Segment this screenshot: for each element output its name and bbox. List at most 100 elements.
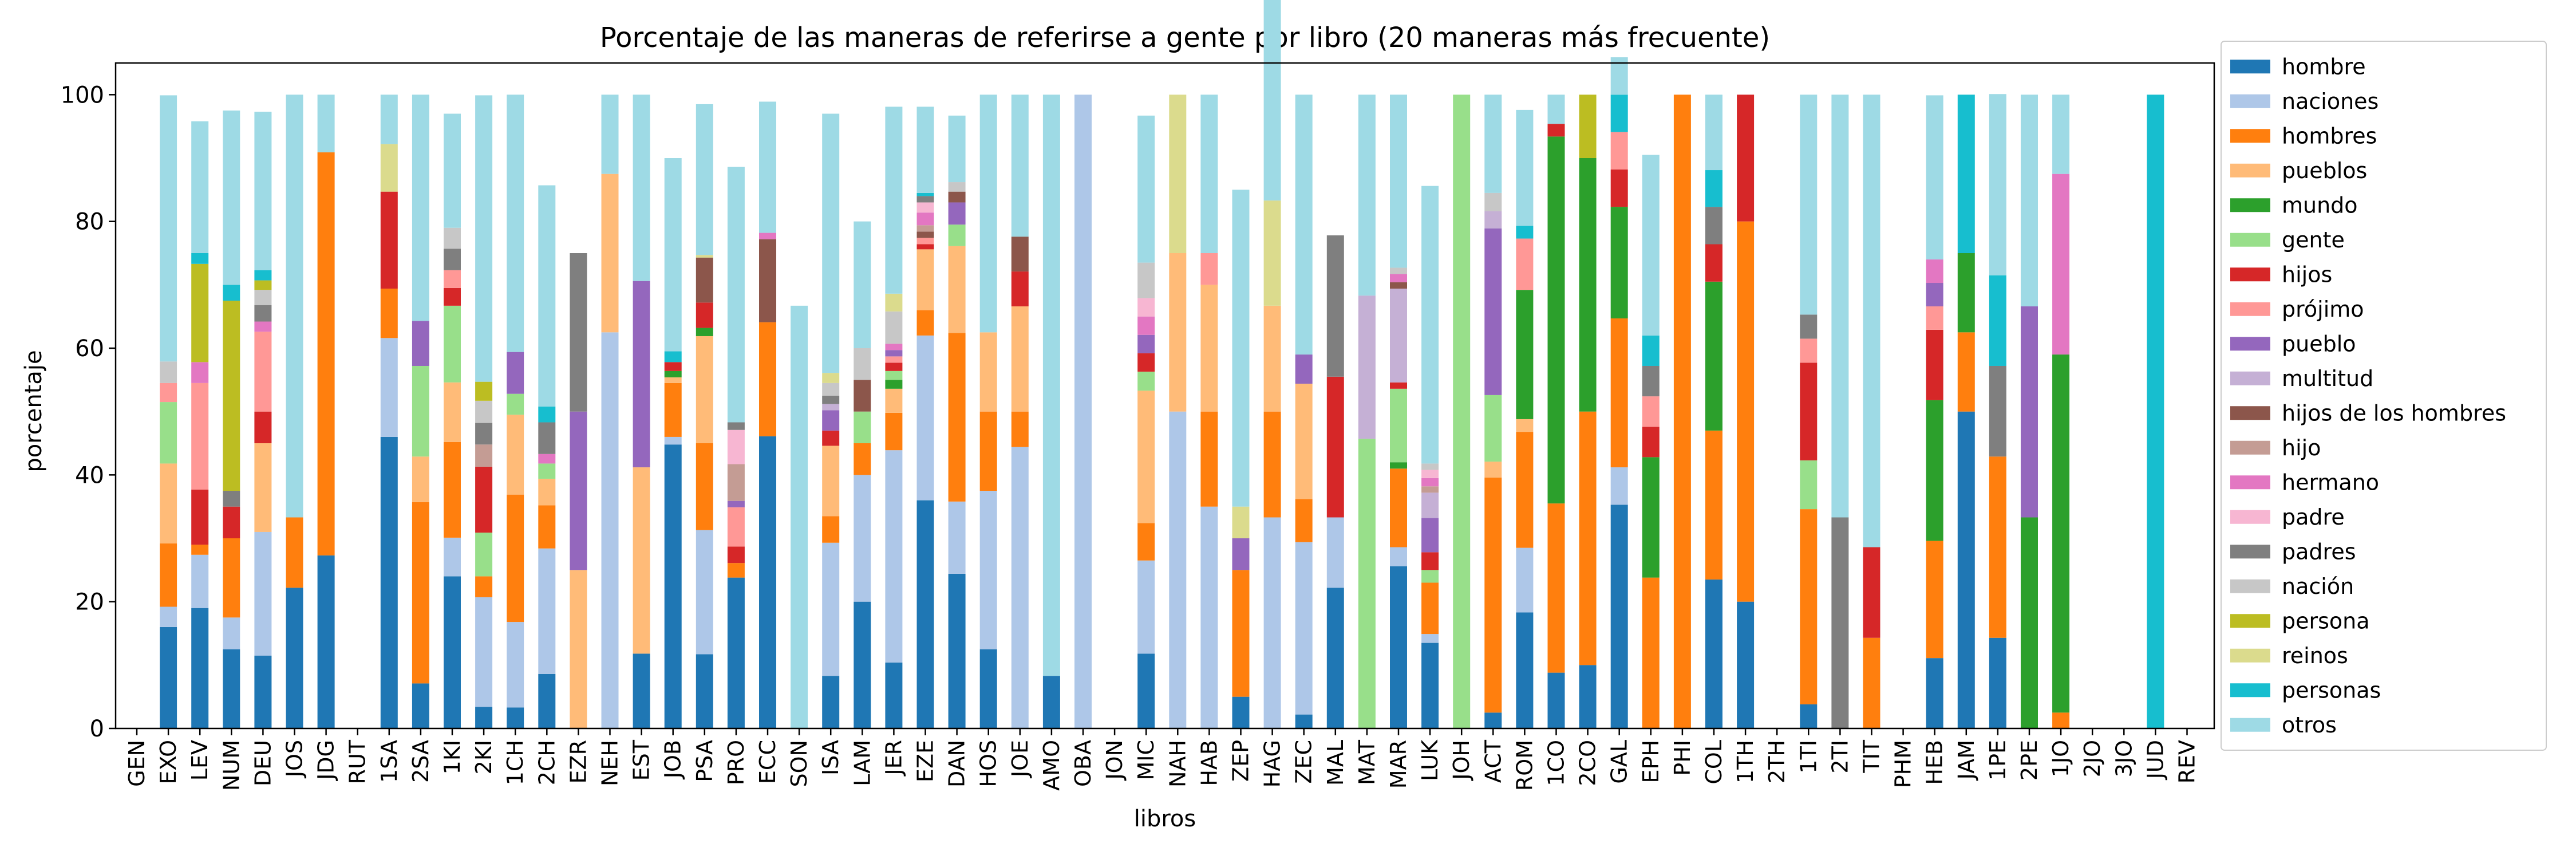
legend-swatch — [2230, 475, 2270, 490]
legend-label: hijos de los hombres — [2282, 400, 2506, 425]
bar-segment — [664, 371, 682, 377]
legend-swatch — [2230, 129, 2270, 143]
bar-segment — [507, 622, 524, 708]
bar-segment — [885, 380, 903, 389]
bar-segment — [948, 115, 966, 183]
bar-segment — [948, 573, 966, 728]
bar-segment — [1200, 253, 1218, 285]
x-tick-label: JOS — [282, 740, 307, 778]
bar-segment — [854, 411, 871, 443]
bar-segment — [254, 321, 272, 332]
x-tick-label: 2SA — [408, 740, 433, 783]
bar-segment — [1547, 672, 1565, 728]
bar-segment — [1326, 235, 1344, 377]
bar-segment — [948, 182, 966, 192]
bar-segment — [286, 94, 303, 518]
bar-segment — [1390, 282, 1407, 289]
bar-segment — [191, 121, 209, 253]
bar-segment — [475, 597, 493, 707]
bar-segment — [475, 533, 493, 577]
bar-segment — [1390, 274, 1407, 282]
bar-segment — [664, 158, 682, 352]
bar-segment — [664, 377, 682, 383]
bar-segment — [633, 281, 650, 468]
x-tick-label: 2PE — [2017, 740, 2042, 781]
x-tick-label: MAL — [1323, 740, 1348, 786]
bar-segment — [885, 350, 903, 357]
bar-segment — [1737, 221, 1755, 602]
x-tick-label: 1CO — [1544, 740, 1569, 786]
bar-segment — [1295, 542, 1313, 715]
bar-segment — [885, 356, 903, 363]
bar-segment — [1137, 115, 1155, 263]
bar-segment — [160, 95, 177, 362]
legend-swatch — [2230, 163, 2270, 178]
bar-segment — [444, 227, 461, 249]
bar-segment — [1800, 94, 1818, 315]
bar-segment — [1011, 447, 1029, 728]
bar-segment — [727, 577, 745, 728]
bar-segment — [1390, 547, 1407, 566]
x-tick-label: EPH — [1638, 740, 1664, 783]
legend-swatch — [2230, 406, 2270, 420]
bar-segment — [254, 411, 272, 443]
x-tick-label: PHI — [1670, 740, 1695, 776]
bar-segment — [854, 348, 871, 380]
bar-segment — [1421, 582, 1439, 635]
x-tick-label: LAM — [850, 740, 875, 786]
bar-segment — [979, 332, 997, 412]
bar-segment — [1705, 244, 1722, 282]
bar-segment — [601, 332, 619, 728]
bar-segment — [1516, 547, 1534, 613]
bar-segment — [1137, 353, 1155, 372]
x-tick-label: JOE — [1008, 740, 1033, 778]
bar-segment — [979, 411, 997, 491]
bar-segment — [822, 516, 840, 543]
bar-segment — [475, 95, 493, 382]
bar-segment — [1358, 94, 1376, 296]
bar-segment — [191, 253, 209, 264]
bar-segment — [1516, 238, 1534, 290]
x-tick-label: ACT — [1480, 739, 1506, 783]
bar-segment — [2052, 94, 2070, 174]
bar-segment — [444, 537, 461, 577]
legend-label: gente — [2282, 227, 2345, 253]
x-tick-label: JON — [1102, 740, 1127, 781]
bar-segment — [1263, 517, 1281, 728]
x-tick-label: LUK — [1417, 739, 1443, 781]
x-tick-label: EXO — [156, 740, 181, 785]
bar-segment — [2021, 306, 2038, 518]
bar-segment — [1737, 94, 1755, 222]
bar-segment — [1547, 503, 1565, 673]
bar-segment — [254, 280, 272, 290]
bar-segment — [1516, 612, 1534, 728]
y-tick-label: 60 — [75, 336, 104, 362]
bar-segment — [633, 467, 650, 654]
legend-swatch — [2230, 302, 2270, 316]
bar-segment — [854, 221, 871, 348]
bar-segment — [696, 302, 713, 328]
bar-segment — [696, 328, 713, 336]
bar-segment — [1642, 155, 1660, 336]
x-tick-label: EZE — [913, 740, 938, 782]
bar-segment — [727, 507, 745, 547]
bar-segment — [1610, 207, 1628, 318]
bar-segment — [1642, 396, 1660, 427]
bar-segment — [727, 430, 745, 464]
bar-segment — [380, 191, 398, 289]
bar-segment — [1926, 541, 1943, 659]
legend-swatch — [2230, 683, 2270, 698]
y-tick-label: 0 — [90, 716, 104, 742]
bar-segment — [1137, 560, 1155, 654]
bar-segment — [1169, 411, 1187, 728]
bar-segment — [1957, 253, 1975, 333]
legend-swatch — [2230, 648, 2270, 663]
x-tick-label: EST — [629, 739, 654, 781]
bar-segment — [254, 305, 272, 322]
bar-segment — [1547, 124, 1565, 137]
x-tick-label: 3JO — [2111, 740, 2136, 777]
x-tick-label: 1JO — [2048, 740, 2073, 777]
legend-label: pueblo — [2282, 331, 2356, 356]
bar-segment — [979, 491, 997, 649]
